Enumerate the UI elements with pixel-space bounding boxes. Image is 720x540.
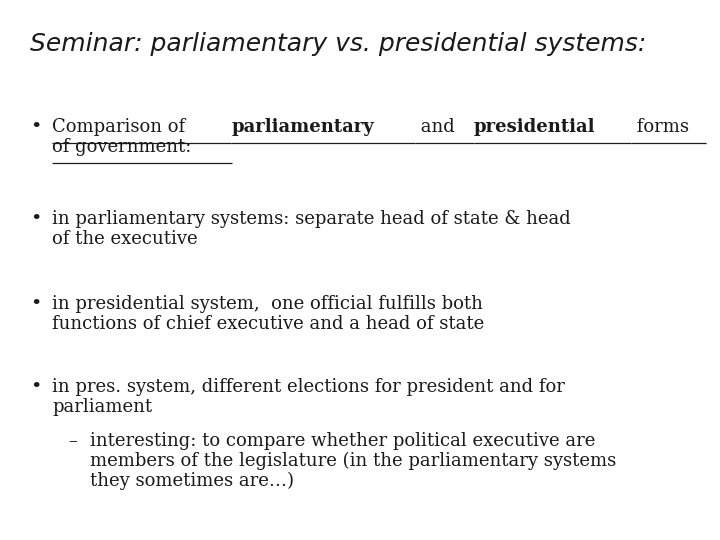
Text: •: •	[30, 378, 41, 396]
Text: •: •	[30, 295, 41, 313]
Text: parliament: parliament	[52, 398, 152, 416]
Text: in presidential system,  one official fulfills both: in presidential system, one official ful…	[52, 295, 483, 313]
Text: members of the legislature (in the parliamentary systems: members of the legislature (in the parli…	[90, 452, 616, 470]
Text: functions of chief executive and a head of state: functions of chief executive and a head …	[52, 315, 485, 333]
Text: of government:: of government:	[52, 138, 192, 156]
Text: they sometimes are…): they sometimes are…)	[90, 472, 294, 490]
Text: and: and	[415, 118, 461, 136]
Text: •: •	[30, 118, 41, 136]
Text: presidential: presidential	[474, 118, 595, 136]
Text: parliamentary: parliamentary	[231, 118, 374, 136]
Text: of the executive: of the executive	[52, 230, 197, 248]
Text: in pres. system, different elections for president and for: in pres. system, different elections for…	[52, 378, 565, 396]
Text: –: –	[68, 432, 77, 450]
Text: forms: forms	[631, 118, 689, 136]
Text: Seminar: parliamentary vs. presidential systems:: Seminar: parliamentary vs. presidential …	[30, 32, 647, 56]
Text: in parliamentary systems: separate head of state & head: in parliamentary systems: separate head …	[52, 210, 571, 228]
Text: •: •	[30, 210, 41, 228]
Text: interesting: to compare whether political executive are: interesting: to compare whether politica…	[90, 432, 595, 450]
Text: Comparison of: Comparison of	[52, 118, 191, 136]
